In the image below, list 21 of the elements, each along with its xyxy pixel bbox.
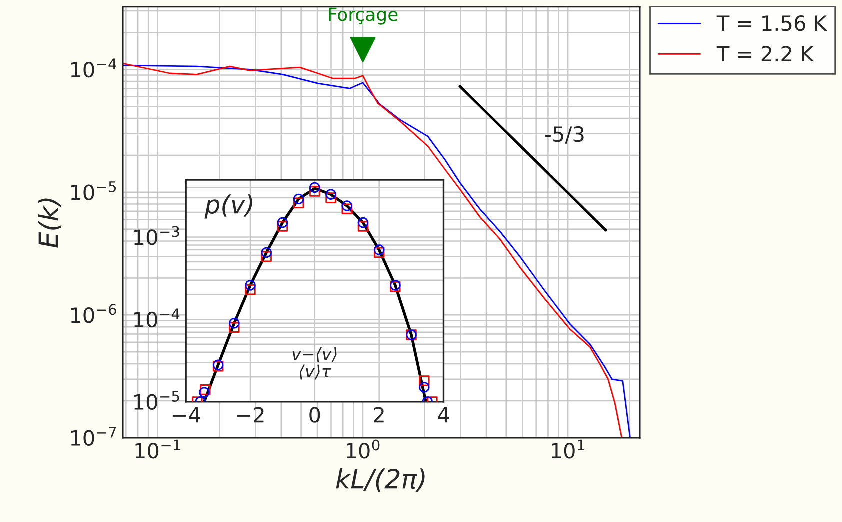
x-tick-label: 4: [438, 407, 450, 423]
annotation: -5/3: [545, 126, 584, 144]
legend-label: T = 1.56 K: [716, 15, 828, 32]
x-tick-label: 10$^{1}$: [552, 440, 584, 459]
y-tick-label: 10$^{−6}$: [71, 304, 116, 324]
x-tick-label: 10$^{0}$: [346, 440, 380, 459]
y-axis-title: E(k): [38, 198, 62, 248]
annotation: p(v): [204, 194, 252, 219]
x-axis-title: kL/(2π): [336, 468, 425, 492]
y-tick-label: 10$^{−3}$: [134, 226, 180, 246]
annotation: Forçage: [329, 8, 398, 25]
legend-label: T = 2.2 K: [716, 46, 814, 62]
annotation: v−⟨v⟩ ⟨v⟩τ: [292, 347, 337, 380]
y-tick-label: 10$^{−4}$: [71, 58, 116, 78]
x-tick-label: 10$^{−1}$: [136, 440, 180, 459]
y-tick-label: 10$^{−5}$: [71, 182, 116, 200]
x-tick-label: 0: [310, 407, 320, 423]
x-tick-label: 2: [374, 407, 384, 423]
y-tick-label: 10$^{−7}$: [71, 427, 116, 446]
y-tick-label: 10$^{−4}$: [134, 308, 180, 328]
x-tick-label: −2: [237, 407, 264, 423]
